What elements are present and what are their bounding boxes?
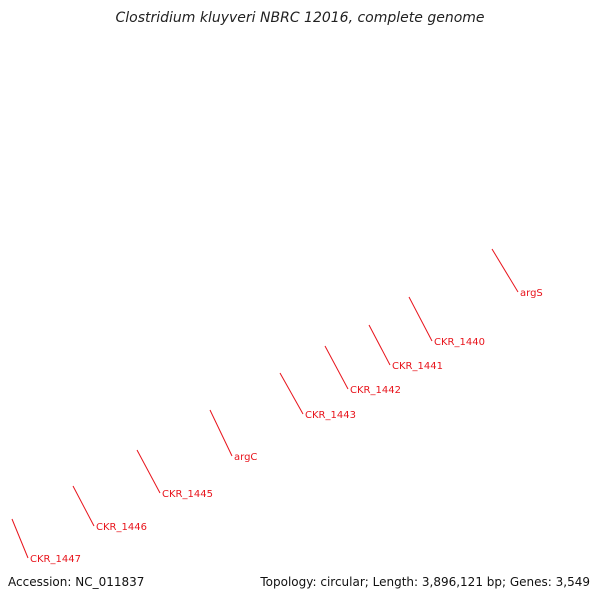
gene-label: CKR_1447 bbox=[30, 554, 81, 565]
gene-label: CKR_1445 bbox=[162, 489, 213, 500]
gene-label: CKR_1440 bbox=[434, 337, 485, 348]
leader-line bbox=[368, 324, 391, 366]
label-leaders bbox=[11, 248, 519, 559]
leader-line bbox=[136, 449, 161, 494]
leader-line bbox=[11, 518, 29, 559]
gene-label: CKR_1446 bbox=[96, 522, 147, 533]
gene-label: argC bbox=[234, 452, 257, 463]
gene-label: argS bbox=[520, 288, 543, 299]
leader-line bbox=[209, 409, 233, 457]
genome-summary: Topology: circular; Length: 3,896,121 bp… bbox=[260, 575, 590, 589]
gene-label: CKR_1442 bbox=[350, 385, 401, 396]
leader-line bbox=[408, 296, 433, 342]
leader-line bbox=[279, 372, 304, 415]
accession-text: Accession: NC_011837 bbox=[8, 575, 145, 589]
map-title: Clostridium kluyveri NBRC 12016, complet… bbox=[115, 10, 485, 26]
gene-label: CKR_1443 bbox=[305, 410, 356, 421]
gene-label: CKR_1441 bbox=[392, 361, 443, 372]
gene-labels: argS CKR_1440 CKR_1441 CKR_1442 CKR_1443 argC… bbox=[30, 288, 543, 565]
leader-line bbox=[324, 345, 349, 390]
leader-line bbox=[72, 485, 95, 527]
leader-line bbox=[491, 248, 519, 293]
